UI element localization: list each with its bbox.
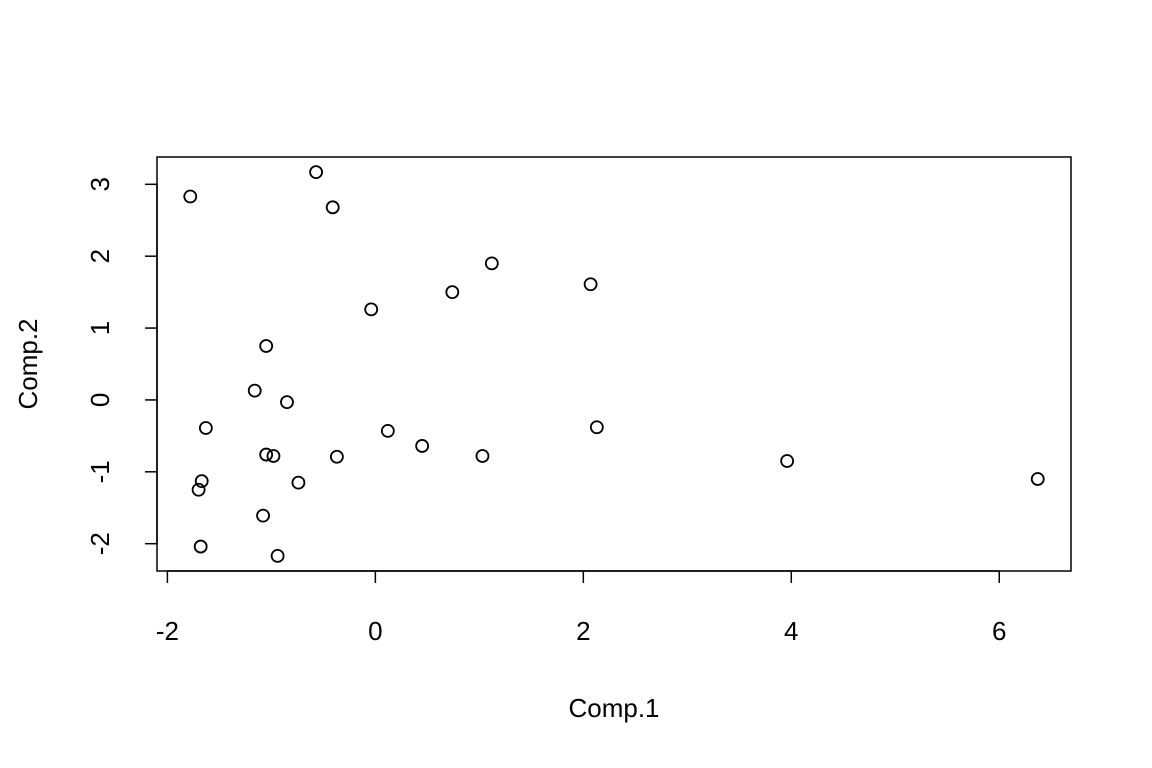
point bbox=[259, 447, 274, 462]
point bbox=[270, 549, 285, 563]
x-tick-label: 6 bbox=[992, 616, 1006, 646]
y-axis-label: Comp.2 bbox=[13, 318, 43, 409]
point bbox=[475, 449, 490, 463]
y-tick-label: -1 bbox=[85, 460, 115, 483]
x-tick-label: 0 bbox=[368, 616, 382, 646]
point bbox=[259, 339, 274, 353]
point bbox=[484, 256, 499, 271]
point bbox=[380, 423, 395, 438]
point bbox=[266, 449, 281, 463]
point bbox=[364, 302, 379, 317]
point bbox=[583, 277, 598, 292]
point bbox=[780, 454, 795, 468]
point bbox=[415, 439, 430, 453]
x-tick-label: 2 bbox=[576, 616, 590, 646]
point bbox=[280, 395, 294, 409]
point bbox=[589, 420, 604, 435]
y-tick-label: 1 bbox=[85, 321, 115, 335]
point bbox=[325, 200, 340, 215]
point bbox=[1030, 472, 1045, 486]
point bbox=[191, 482, 206, 497]
plot-frame bbox=[156, 156, 1072, 572]
x-tick-label: 4 bbox=[784, 616, 798, 646]
point bbox=[183, 189, 198, 204]
y-tick-label: 3 bbox=[85, 177, 115, 191]
x-axis-label: Comp.1 bbox=[568, 693, 659, 723]
point bbox=[198, 421, 213, 435]
point bbox=[247, 383, 262, 398]
point bbox=[291, 475, 306, 490]
y-tick-label: 2 bbox=[85, 249, 115, 263]
point bbox=[309, 165, 323, 179]
y-tick-label: -2 bbox=[85, 532, 115, 555]
point bbox=[256, 508, 270, 523]
x-tick-label: -2 bbox=[156, 616, 179, 646]
y-tick-label: 0 bbox=[85, 393, 115, 407]
point bbox=[445, 285, 460, 300]
point bbox=[194, 474, 209, 489]
point bbox=[193, 539, 208, 554]
point bbox=[329, 449, 344, 464]
